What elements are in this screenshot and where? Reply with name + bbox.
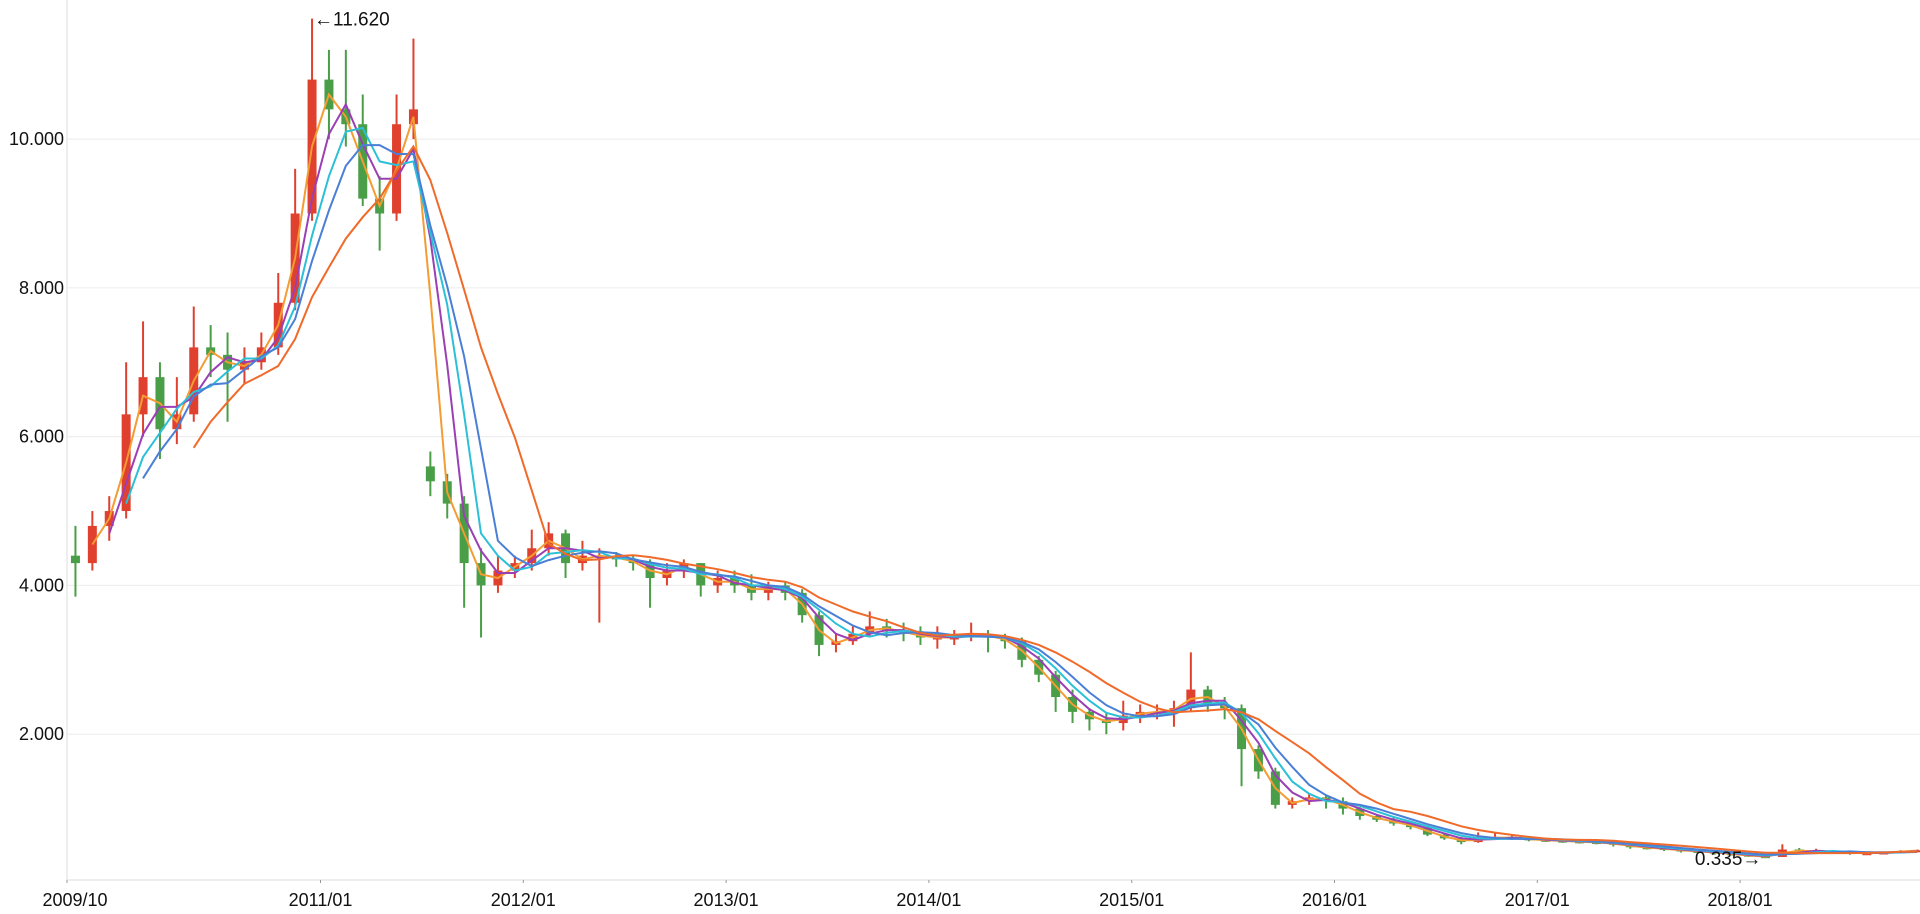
- y-tick-label: 2.000: [19, 724, 64, 744]
- grid-lines: [67, 138, 1920, 735]
- candle: [307, 18, 317, 221]
- moving-average-line: [91, 92, 1918, 858]
- x-tick-label: 2009/10: [42, 890, 107, 910]
- candle: [493, 555, 503, 593]
- moving-average-line: [192, 144, 1918, 855]
- candle-body: [425, 466, 435, 482]
- annotation-max: ←11.620: [314, 10, 390, 31]
- x-tick-label: 2013/01: [694, 890, 759, 910]
- x-tick-label: 2017/01: [1505, 890, 1570, 910]
- annotations: ←11.620 0.335→: [314, 10, 1761, 870]
- candle: [425, 451, 435, 497]
- y-tick-label: 6.000: [19, 427, 64, 447]
- x-tick-label: 2016/01: [1302, 890, 1367, 910]
- y-tick-label: 8.000: [19, 278, 64, 298]
- candle: [476, 548, 486, 638]
- moving-average-line: [125, 126, 1918, 857]
- candle: [87, 511, 97, 571]
- x-tick-label: 2014/01: [896, 890, 961, 910]
- moving-average-line: [142, 144, 1918, 856]
- candle: [70, 525, 80, 597]
- candles: [70, 18, 1920, 859]
- candle: [1101, 711, 1111, 735]
- candle: [696, 563, 706, 597]
- y-tick-label: 10.000: [9, 129, 64, 149]
- candle-body: [70, 555, 80, 564]
- axes: 2.000 4.000 6.000 8.000 10.000 2009/10 2011/01…: [9, 0, 1920, 910]
- annotation-min: 0.335→: [1695, 849, 1762, 870]
- moving-average-lines: [91, 92, 1918, 858]
- candle: [442, 473, 452, 519]
- x-tick-label: 2015/01: [1099, 890, 1164, 910]
- candle-body: [87, 525, 97, 564]
- candle: [138, 321, 148, 437]
- candle-body: [1862, 853, 1872, 856]
- x-tick-label: 2011/01: [289, 890, 353, 910]
- x-tick-label: 2018/01: [1708, 890, 1773, 910]
- y-tick-label: 4.000: [19, 575, 64, 595]
- candle: [223, 332, 233, 422]
- x-tick-label: 2012/01: [491, 890, 556, 910]
- candle: [966, 622, 976, 642]
- candle: [577, 540, 587, 571]
- candle: [375, 176, 385, 251]
